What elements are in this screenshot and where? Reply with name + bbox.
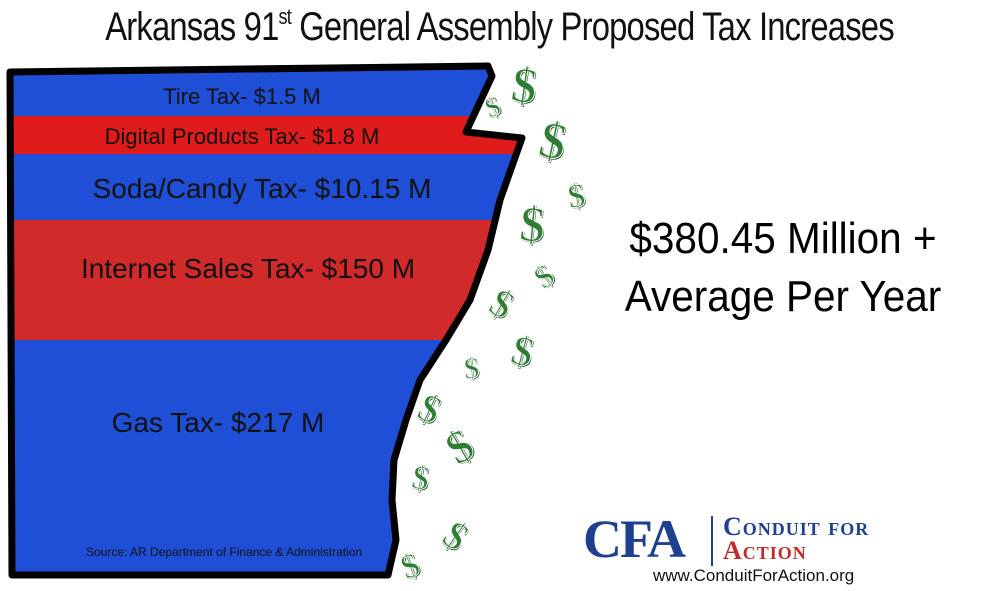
logo-line-2: Action [723,536,807,565]
band-label-internet: Internet Sales Tax- $150 M [81,253,415,284]
band-label-gas: Gas Tax- $217 M [112,407,325,438]
dollar-sign-icon: $ [462,351,481,386]
logo-url[interactable]: www.ConduitForAction.org [653,566,855,585]
logo-divider [711,516,713,566]
band-digital [10,116,522,154]
band-label-digital: Digital Products Tax- $1.8 M [105,124,380,149]
title-superscript: st [278,4,292,29]
band-soda [10,154,522,220]
total-line-2: Average Per Year [624,272,942,321]
title-prefix: Arkansas 91 [105,5,279,49]
title-suffix: General Assembly Proposed Tax Increases [290,5,894,49]
logo-line-1: Conduit for [723,512,870,541]
page-title: Arkansas 91st General Assembly Proposed … [90,4,909,50]
state-outline [6,62,526,579]
band-internet [10,220,522,340]
band-label-soda: Soda/Candy Tax- $10.15 M [93,173,432,204]
total-line-1: $380.45 Million + [629,214,937,263]
source-note: Source: AR Department of Finance & Admin… [86,545,362,559]
cfa-logo: CFA Conduit for Action www.ConduitForAct… [583,508,993,588]
logo-abbr: CFA [583,509,686,569]
dollar-sign-icon: $ [517,195,548,254]
band-label-tire: Tire Tax- $1.5 M [163,84,321,109]
total-amount: $380.45 Million + Average Per Year [594,210,971,326]
